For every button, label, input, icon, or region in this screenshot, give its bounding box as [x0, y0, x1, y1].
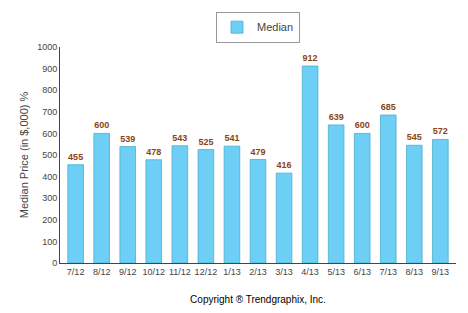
svg-text:12/12: 12/12: [195, 267, 218, 277]
svg-text:400: 400: [42, 172, 57, 182]
svg-text:800: 800: [42, 85, 57, 95]
svg-text:9/13: 9/13: [432, 267, 450, 277]
svg-text:8/12: 8/12: [93, 267, 111, 277]
svg-text:Median: Median: [257, 21, 293, 33]
svg-text:416: 416: [277, 160, 292, 170]
svg-text:479: 479: [250, 147, 265, 157]
svg-text:300: 300: [42, 193, 57, 203]
svg-text:200: 200: [42, 215, 57, 225]
svg-text:639: 639: [329, 112, 344, 122]
svg-text:700: 700: [42, 107, 57, 117]
svg-text:912: 912: [303, 53, 318, 63]
svg-text:900: 900: [42, 64, 57, 74]
svg-text:539: 539: [120, 134, 135, 144]
svg-text:455: 455: [68, 152, 83, 162]
svg-text:572: 572: [433, 126, 448, 136]
svg-text:11/12: 11/12: [169, 267, 191, 277]
svg-text:600: 600: [355, 120, 370, 130]
svg-text:Copyright ® Trendgraphix, Inc.: Copyright ® Trendgraphix, Inc.: [190, 294, 326, 305]
svg-text:9/12: 9/12: [119, 267, 137, 277]
svg-text:4/13: 4/13: [301, 267, 319, 277]
svg-text:1000: 1000: [37, 42, 57, 52]
svg-text:500: 500: [42, 150, 57, 160]
svg-text:2/13: 2/13: [249, 267, 267, 277]
svg-text:Median Price (in $,000) %: Median Price (in $,000) %: [18, 92, 30, 219]
svg-text:600: 600: [42, 129, 57, 139]
svg-text:0: 0: [52, 258, 57, 268]
svg-text:10/12: 10/12: [143, 267, 166, 277]
svg-text:1/13: 1/13: [223, 267, 241, 277]
svg-text:543: 543: [172, 133, 187, 143]
svg-text:541: 541: [224, 133, 239, 143]
svg-text:600: 600: [94, 120, 109, 130]
svg-text:545: 545: [407, 132, 422, 142]
svg-text:7/13: 7/13: [379, 267, 397, 277]
svg-text:7/12: 7/12: [67, 267, 85, 277]
svg-text:3/13: 3/13: [275, 267, 293, 277]
svg-text:6/13: 6/13: [353, 267, 371, 277]
svg-text:685: 685: [381, 102, 396, 112]
svg-text:5/13: 5/13: [327, 267, 345, 277]
svg-text:100: 100: [42, 237, 57, 247]
svg-text:8/13: 8/13: [406, 267, 424, 277]
svg-text:478: 478: [146, 147, 161, 157]
svg-text:525: 525: [198, 137, 213, 147]
